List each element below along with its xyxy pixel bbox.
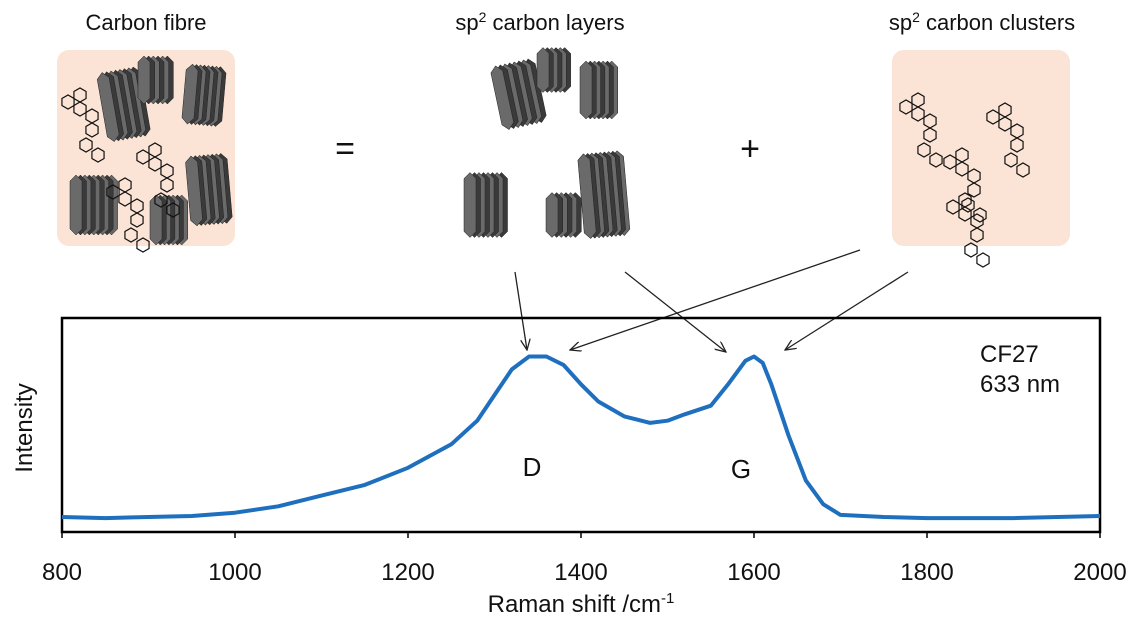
x-tick-label: 1800 (900, 559, 953, 586)
ring (899, 99, 913, 115)
ring (154, 192, 168, 208)
ring (917, 142, 931, 158)
illustrations (61, 47, 1030, 268)
label-clusters: sp2 carbon clusters (889, 9, 1075, 35)
layer-stack (490, 58, 547, 130)
layer-stack (463, 172, 508, 238)
ring (160, 177, 174, 193)
ring (946, 199, 960, 215)
ring (1016, 162, 1030, 178)
spectrum (61, 354, 1101, 521)
ring (943, 154, 957, 170)
layer-stack (545, 192, 582, 238)
layer (181, 63, 199, 125)
ring (136, 149, 150, 165)
ring (929, 152, 943, 168)
label-fibre: Carbon fibre (85, 10, 206, 35)
layer (577, 153, 597, 239)
x-tick-label: 1000 (208, 559, 261, 586)
ring (986, 109, 1000, 125)
layer (490, 65, 514, 130)
x-tick-label: 800 (42, 559, 82, 586)
layer (545, 192, 559, 238)
layer (579, 60, 593, 120)
ring (923, 127, 937, 143)
ring (973, 207, 987, 223)
layer (69, 174, 83, 236)
label-layers: sp2 carbon layers (455, 9, 624, 35)
annotation: 633 nm (980, 371, 1060, 398)
arrow (785, 271, 909, 350)
ring (79, 137, 93, 153)
arrow (514, 271, 527, 350)
x-axis-label: Raman shift /cm-1 (488, 590, 675, 618)
ring (61, 94, 75, 110)
ring (166, 202, 180, 218)
label-sup: 2 (912, 9, 920, 25)
layer-stack (185, 153, 233, 227)
layer-stack (536, 47, 571, 93)
ring (85, 122, 99, 138)
ring (967, 182, 981, 198)
layer (185, 155, 203, 227)
layer-stack (181, 63, 227, 127)
ring (130, 212, 144, 228)
ring (961, 197, 975, 213)
layer (96, 72, 120, 142)
ring (964, 242, 978, 258)
annotation: CF27 (980, 341, 1039, 368)
layer (536, 47, 550, 93)
x-axis-sup: -1 (661, 590, 674, 607)
cluster-box (892, 50, 1070, 246)
layer-stack (577, 150, 631, 239)
layer-stack (149, 194, 188, 246)
ring (970, 227, 984, 243)
x-tick-label: 1400 (554, 559, 607, 586)
x-tick-label: 2000 (1073, 559, 1126, 586)
peak-label: D (523, 452, 542, 482)
ring (124, 227, 138, 243)
label-text: carbon layers (486, 10, 624, 35)
x-tick-label: 1200 (381, 559, 434, 586)
layer-stack (69, 174, 118, 236)
ring (976, 252, 990, 268)
ring (91, 147, 105, 163)
layer-stack (96, 66, 151, 142)
equals: = (335, 130, 355, 168)
label-text: sp (455, 10, 478, 35)
layer-stack (579, 60, 618, 120)
arrow (624, 271, 726, 352)
layer (137, 55, 151, 105)
ring (1010, 137, 1024, 153)
x-tick-label: 1600 (727, 559, 780, 586)
label-text: carbon clusters (920, 10, 1075, 35)
peak-label: G (731, 454, 751, 484)
arrow (570, 249, 861, 350)
ring (106, 184, 120, 200)
label-text: sp (889, 10, 912, 35)
layer (463, 172, 477, 238)
plus: + (740, 130, 760, 168)
layer-stack (137, 55, 174, 105)
y-axis-label: Intensity (11, 383, 38, 472)
x-axis-text: Raman shift /cm (488, 591, 661, 618)
label-sup: 2 (479, 9, 487, 25)
layer (149, 194, 163, 246)
ring (1004, 152, 1018, 168)
ring (136, 237, 150, 253)
plot-frame (60, 316, 1102, 534)
